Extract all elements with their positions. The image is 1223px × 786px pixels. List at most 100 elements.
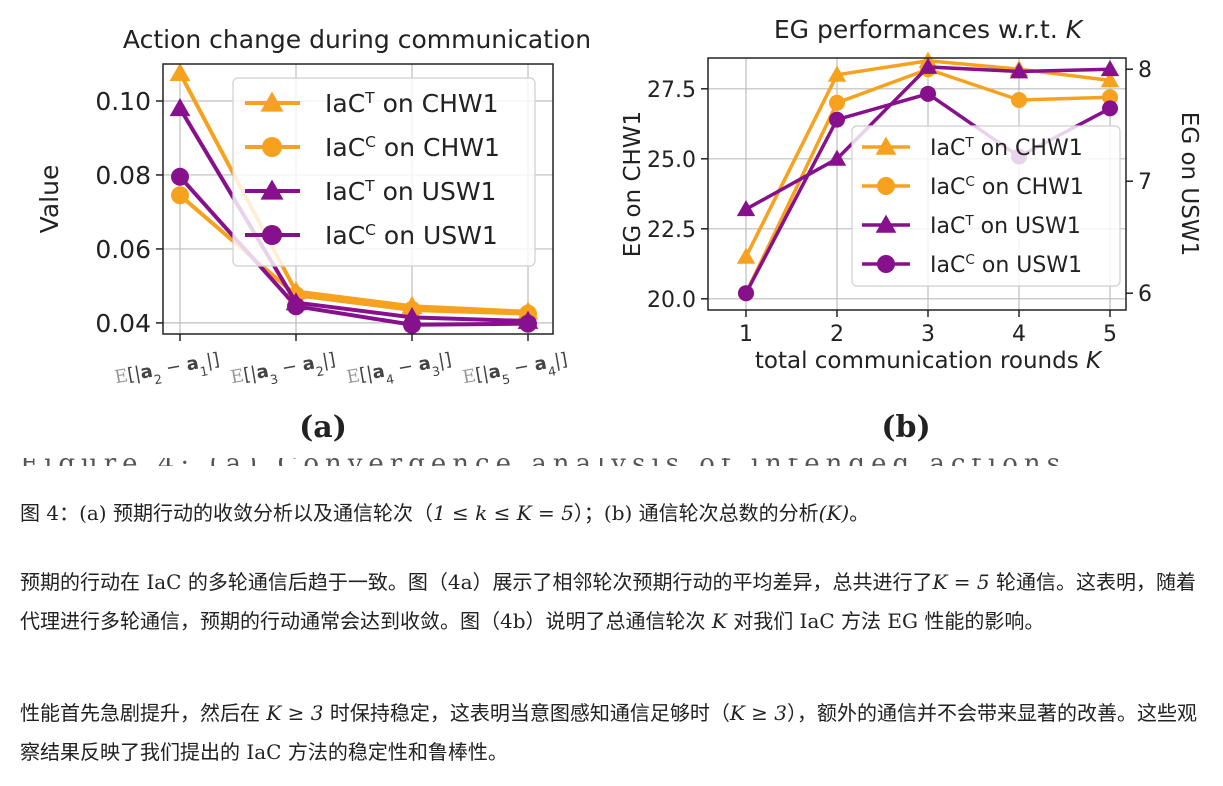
y-tick-label: 20.0: [647, 288, 696, 313]
paragraph-1: 预期的行动在 IaC 的多轮通信后趋于一致。图（4a）展示了相邻轮次预期行动的平…: [20, 563, 1205, 641]
data-point: [1100, 71, 1120, 88]
legend-marker: [262, 137, 282, 157]
paragraph-math: K ≥ 3: [266, 701, 324, 725]
caption-text: 。: [849, 501, 870, 525]
cropped-caption-text: Figure 4: (a) Convergence analysis of in…: [20, 458, 1200, 466]
x-tick-label: 4: [1012, 322, 1026, 347]
data-point: [827, 149, 847, 166]
chart-a-series: [169, 62, 539, 334]
paragraph-text: 时保持稳定，这表明当意图感知通信足够时（: [323, 701, 730, 725]
x-tick-label: E[|a5 − a4|]: [461, 349, 570, 394]
chart-a-yticks: 0.04 0.06 0.08 0.10: [95, 87, 163, 338]
data-point: [1102, 89, 1118, 106]
data-point: [403, 315, 421, 334]
legend-label: IaCT on USW1: [930, 213, 1081, 239]
chart-b-ylabel-right: EG on USW1: [1176, 112, 1202, 256]
data-point: [169, 62, 191, 82]
panel-label-b: (b): [881, 410, 930, 445]
data-point: [1011, 92, 1027, 108]
legend-marker: [877, 177, 895, 195]
legend-marker: [875, 214, 897, 233]
legend-marker: [262, 225, 282, 245]
y-tick-label: 27.5: [647, 78, 696, 103]
data-point: [287, 297, 305, 316]
chart-a: Action change during communication 0.040…: [35, 25, 591, 445]
legend-label: IaCT on CHW1: [930, 135, 1083, 161]
data-point: [1009, 62, 1029, 79]
figure-caption: 图 4：(a) 预期行动的收敛分析以及通信轮次（1 ≤ k ≤ K = 5）；(…: [20, 494, 1205, 533]
legend-label: IaCC on USW1: [325, 221, 498, 250]
data-point: [1100, 60, 1120, 77]
paragraph-text: 对我们 IaC 方法 EG 性能的影响。: [726, 609, 1045, 633]
data-point: [738, 285, 754, 302]
x-tick-label: 2: [830, 322, 844, 347]
chart-a-xticks: E[|a2 − a1|]E[|a3 − a2|]E[|a4 − a3|]E[|a…: [113, 334, 570, 394]
x-tick-label: E[|a4 − a3|]: [345, 349, 454, 394]
x-tick-label: 5: [1103, 322, 1117, 347]
legend-marker: [875, 136, 897, 155]
data-point: [171, 167, 189, 186]
paragraph-2: 性能首先急剧提升，然后在 K ≥ 3 时保持稳定，这表明当意图感知通信足够时（K…: [20, 694, 1205, 772]
y-tick-label: 6: [1138, 282, 1152, 307]
y-tick-label: 0.10: [95, 87, 151, 116]
chart-b: EG performances w.r.t. K 20.0 22.5 25.0 27.…: [620, 15, 1202, 445]
y-tick-label: 8: [1138, 58, 1152, 83]
chart-b-title: EG performances w.r.t. K: [774, 15, 1085, 44]
legend-marker: [260, 179, 284, 200]
legend-label: IaCT on CHW1: [325, 89, 499, 118]
legend-label: IaCT on USW1: [325, 177, 496, 206]
chart-b-yticks-left: 20.0 22.5 25.0 27.5: [647, 78, 708, 313]
data-point: [829, 94, 845, 111]
data-point: [736, 247, 756, 264]
legend-label: IaCC on CHW1: [325, 133, 500, 162]
y-tick-label: 0.04: [95, 309, 151, 338]
data-point: [829, 111, 845, 128]
legend-box: [851, 125, 1121, 287]
chart-b-yticks-right: 6 7 8: [1126, 58, 1152, 307]
paragraph-text: ），额外的通信并不会带来显著的改善。这些观察结果反映了我们提出的 IaC 方法的…: [20, 701, 1197, 764]
legend-marker: [877, 255, 895, 273]
data-point: [171, 186, 189, 205]
caption-math: (K): [818, 501, 850, 525]
caption-text: 图 4：(a) 预期行动的收敛分析以及通信轮次（: [20, 501, 433, 525]
chart-a-title: Action change during communication: [123, 25, 591, 54]
data-point: [918, 57, 938, 74]
y-tick-label: 0.06: [95, 235, 151, 264]
data-point: [736, 200, 756, 217]
chart-b-xticks: 1 2 3 4 5: [739, 310, 1117, 347]
x-tick-label: 1: [739, 322, 753, 347]
paragraph-math: K: [711, 609, 727, 633]
caption-text: ）；(b) 通信轮次总数的分析: [573, 501, 819, 525]
chart-a-frame: [162, 63, 554, 335]
legend-label: IaCC on USW1: [930, 252, 1082, 278]
figure-svg: Action change during communication 0.040…: [35, 15, 1202, 445]
paragraph-text: 轮通信。这表明，随着代理进行多轮通信，预期的行动通常会达到收敛。图（4b）说明了…: [20, 570, 1196, 633]
panel-label-a: (a): [299, 410, 347, 445]
y-tick-label: 22.5: [647, 218, 696, 243]
chart-b-xlabel: total communication rounds K: [755, 348, 1103, 374]
data-point: [519, 314, 537, 333]
y-tick-label: 25.0: [647, 148, 696, 173]
figure: Action change during communication 0.04 0…: [35, 15, 1202, 445]
legend-box: [232, 77, 536, 267]
chart-a-legend: IaCT on CHW1 IaCC on CHW1 IaCT on USW1 IaCC…: [232, 77, 536, 267]
chart-b-ylabel-left: EG on CHW1: [620, 111, 646, 257]
x-tick-label: E[|a3 − a2|]: [229, 349, 338, 394]
paragraph-math: K ≥ 3: [729, 701, 787, 725]
paragraph-text: 性能首先急剧提升，然后在: [20, 701, 267, 725]
x-tick-label: E[|a2 − a1|]: [113, 349, 222, 394]
legend-marker: [260, 91, 284, 112]
y-tick-label: 0.08: [95, 161, 151, 190]
data-point: [920, 85, 936, 102]
data-point: [827, 65, 847, 82]
paragraph-text: 预期的行动在 IaC 的多轮通信后趋于一致。图（4a）展示了相邻轮次预期行动的平…: [20, 570, 933, 594]
caption-math: 1 ≤ k ≤ K = 5: [432, 501, 574, 525]
legend-label: IaCC on CHW1: [930, 174, 1084, 200]
chart-b-legend: IaCT on CHW1 IaCC on CHW1 IaCT on USW1 IaCC…: [851, 125, 1121, 287]
data-point: [1102, 100, 1118, 117]
cropped-original-caption: Figure 4: (a) Convergence analysis of in…: [20, 458, 1200, 466]
chart-a-ylabel: Value: [35, 165, 64, 234]
paragraph-math: K = 5: [932, 570, 990, 594]
y-tick-label: 7: [1138, 170, 1152, 195]
data-point: [169, 98, 191, 117]
